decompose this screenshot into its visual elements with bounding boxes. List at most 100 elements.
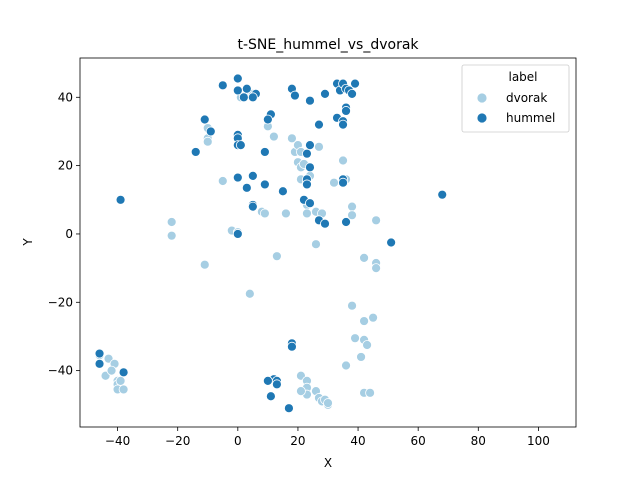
data-point-hummel [320, 88, 330, 99]
data-point-dvorak [371, 263, 381, 274]
data-point-hummel [190, 147, 201, 157]
data-point-dvorak [259, 208, 270, 219]
data-point-dvorak [244, 288, 255, 299]
data-point-hummel [284, 403, 294, 414]
data-point-hummel [290, 90, 300, 101]
data-point-hummel [241, 83, 252, 94]
data-point-dvorak [356, 352, 366, 362]
data-point-hummel [94, 358, 105, 369]
legend-label-hummel: hummel [506, 111, 555, 125]
data-point-hummel [217, 80, 228, 91]
data-point-hummel [341, 217, 351, 227]
data-point-hummel [338, 119, 348, 130]
data-point-hummel [235, 140, 246, 151]
data-point-hummel [247, 92, 258, 103]
data-point-dvorak [166, 230, 177, 241]
data-point-hummel [347, 88, 357, 99]
data-point-dvorak [106, 365, 117, 376]
data-point-hummel [305, 162, 315, 173]
data-point-dvorak [296, 386, 306, 397]
data-point-dvorak [302, 208, 312, 219]
data-point-hummel [305, 198, 315, 209]
legend-frame [461, 64, 570, 133]
data-point-hummel [320, 218, 330, 229]
data-point-dvorak [368, 312, 378, 323]
data-point-hummel [205, 126, 216, 137]
data-point-hummel [259, 179, 270, 190]
x-tick-label: 20 [290, 434, 305, 448]
data-point-hummel [118, 367, 129, 378]
data-point-hummel [232, 73, 243, 84]
data-point-hummel [247, 201, 258, 212]
data-point-hummel [247, 170, 258, 181]
data-point-hummel [302, 148, 312, 159]
data-point-hummel [287, 341, 297, 352]
data-point-hummel [314, 119, 324, 130]
axes-frame [79, 57, 577, 428]
data-point-dvorak [281, 208, 291, 219]
data-point-hummel [238, 92, 249, 103]
data-point-hummel [199, 114, 210, 125]
data-point-hummel [350, 78, 360, 89]
x-axis-label: X [324, 456, 332, 470]
data-point-hummel [262, 114, 273, 125]
data-point-dvorak [115, 375, 126, 386]
data-point-dvorak [365, 387, 375, 398]
legend-marker-dvorak [476, 92, 488, 104]
data-point-hummel [278, 186, 288, 197]
x-tick-label: 60 [411, 434, 426, 448]
x-tick-label: 100 [527, 434, 550, 448]
data-point-dvorak [311, 239, 321, 250]
data-point-dvorak [271, 251, 282, 262]
data-point-hummel [259, 147, 270, 157]
data-point-dvorak [217, 176, 228, 186]
data-point-dvorak [287, 133, 297, 144]
data-point-dvorak [371, 215, 381, 226]
data-point-hummel [115, 194, 126, 205]
y-tick-label: −20 [48, 295, 73, 309]
y-tick-label: 0 [65, 227, 73, 241]
data-point-dvorak [314, 141, 324, 152]
y-tick-label: 20 [58, 159, 73, 173]
data-point-hummel [232, 172, 243, 183]
data-point-hummel [94, 348, 105, 359]
data-point-dvorak [341, 360, 351, 371]
chart-title: t-SNE_hummel_vs_dvorak [237, 37, 419, 53]
data-point-hummel [302, 179, 312, 190]
y-tick-label: 40 [58, 90, 73, 104]
data-point-hummel [232, 229, 243, 239]
legend-marker-hummel [476, 112, 488, 124]
data-point-dvorak [347, 201, 357, 212]
legend-label-dvorak: dvorak [506, 91, 547, 105]
data-point-dvorak [338, 155, 348, 166]
data-point-dvorak [362, 340, 372, 350]
plot-area [94, 73, 448, 414]
data-point-dvorak [118, 384, 129, 395]
x-tick-label: −20 [165, 434, 190, 448]
data-point-hummel [241, 182, 252, 193]
data-point-hummel [265, 391, 276, 402]
legend-title: label [508, 70, 537, 84]
data-point-dvorak [323, 398, 333, 408]
data-point-dvorak [268, 131, 279, 142]
x-tick-label: 0 [234, 434, 242, 448]
legend: label dvorak hummel [461, 64, 570, 133]
data-point-hummel [437, 189, 448, 200]
data-point-dvorak [166, 217, 177, 227]
data-point-dvorak [359, 316, 369, 326]
data-point-dvorak [347, 300, 357, 311]
data-point-hummel [305, 95, 315, 106]
y-axis: −40 −20 0 20 40 [48, 90, 80, 378]
data-point-hummel [262, 375, 273, 386]
data-point-dvorak [199, 259, 210, 270]
data-point-hummel [338, 177, 348, 188]
data-point-hummel [386, 237, 397, 248]
x-tick-label: 80 [471, 434, 486, 448]
data-point-hummel [271, 379, 282, 390]
data-point-dvorak [350, 333, 360, 344]
data-point-hummel [305, 140, 315, 151]
data-point-hummel [341, 106, 351, 116]
y-axis-label: Y [21, 238, 35, 247]
data-point-dvorak [202, 136, 213, 147]
